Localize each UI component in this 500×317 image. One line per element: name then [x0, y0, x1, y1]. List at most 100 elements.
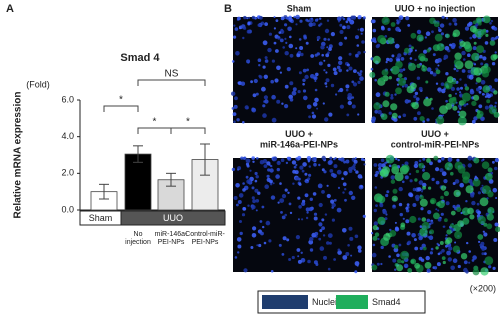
micrograph-nucleus	[301, 201, 306, 206]
micrograph-nucleus	[371, 19, 376, 24]
micrograph-nucleus	[480, 116, 485, 122]
legend-label: Smad4	[372, 297, 401, 307]
micrograph-nucleus	[252, 226, 257, 231]
micrograph-signal	[369, 71, 376, 78]
micrograph-nucleus	[292, 169, 296, 174]
micrograph-nucleus	[296, 53, 301, 58]
micrograph-nucleus	[295, 23, 298, 26]
micrograph-nucleus	[430, 221, 434, 225]
micrograph-nucleus	[402, 68, 406, 71]
micrograph-signal	[460, 253, 468, 260]
micrograph-nucleus	[314, 97, 319, 103]
micrograph-nucleus	[419, 225, 423, 228]
micrograph-nucleus	[390, 96, 394, 100]
micrograph-nucleus	[237, 168, 240, 171]
micrograph-nucleus	[336, 16, 342, 22]
micrograph-nucleus	[395, 26, 400, 32]
micrograph-signal	[477, 215, 486, 225]
micrograph-nucleus	[303, 95, 308, 101]
micrograph-nucleus	[404, 265, 407, 268]
micrograph-nucleus	[305, 207, 310, 212]
micrograph-nucleus	[325, 78, 330, 83]
micrograph-nucleus	[388, 57, 393, 63]
micrograph-nucleus	[467, 53, 471, 57]
micrograph-nucleus	[244, 105, 249, 110]
micrograph-nucleus	[341, 177, 344, 180]
micrograph-nucleus	[360, 185, 363, 188]
micrograph-nucleus	[297, 196, 301, 200]
micrograph-nucleus	[455, 69, 459, 72]
micrograph-nucleus	[396, 21, 400, 25]
micrograph-nucleus	[445, 99, 448, 103]
micrograph-nucleus	[405, 16, 410, 21]
micrograph-nucleus	[394, 227, 400, 232]
micrograph-nucleus	[284, 188, 288, 192]
micrograph-nucleus	[354, 157, 357, 159]
micrograph-nucleus	[298, 205, 302, 209]
micrograph-signal	[493, 90, 498, 95]
micrograph-nucleus	[278, 243, 282, 247]
micrograph-signal	[472, 268, 480, 276]
micrograph-nucleus	[352, 15, 357, 20]
micrograph-signal	[444, 218, 448, 223]
micrograph-nucleus	[415, 97, 420, 101]
micrograph-nucleus	[375, 204, 378, 208]
micrograph-signal	[487, 207, 495, 214]
micrograph-nucleus	[377, 237, 380, 241]
micrograph-nucleus	[375, 170, 380, 175]
micrograph-nucleus	[494, 51, 497, 54]
micrograph-signal	[410, 46, 414, 50]
micrograph-nucleus	[470, 193, 475, 198]
micrograph-signal	[397, 73, 403, 78]
micrograph-nucleus	[372, 243, 376, 247]
micrograph-nucleus	[341, 16, 344, 19]
micrograph-nucleus	[263, 95, 268, 100]
micrograph-nucleus	[439, 23, 445, 28]
micrograph-title: UUO + no injection	[395, 3, 476, 13]
micrograph-nucleus	[262, 104, 266, 108]
micrograph-nucleus	[451, 42, 456, 48]
micrograph-signal	[404, 47, 410, 54]
micrograph-nucleus	[327, 51, 330, 54]
micrograph-nucleus	[321, 190, 325, 194]
micrograph-nucleus	[276, 167, 280, 172]
micrograph-nucleus	[426, 67, 432, 72]
micrograph-nucleus	[324, 213, 328, 216]
micrograph-nucleus	[256, 244, 259, 247]
micrograph-nucleus	[264, 59, 269, 63]
micrograph-signal	[376, 196, 382, 202]
micrograph-nucleus	[405, 219, 410, 224]
micrograph-nucleus	[422, 157, 426, 161]
micrograph-nucleus	[307, 160, 310, 163]
micrograph-nucleus	[414, 91, 419, 96]
micrograph-nucleus	[402, 217, 405, 220]
micrograph-nucleus	[306, 68, 309, 72]
micrograph-nucleus	[457, 264, 461, 269]
micrograph-nucleus	[338, 41, 343, 47]
y-axis-title: Relative mRNA expression	[13, 92, 24, 219]
micrograph-nucleus	[279, 71, 282, 74]
micrograph-nucleus	[326, 241, 330, 245]
micrograph-nucleus	[350, 254, 353, 257]
micrograph-nucleus	[234, 27, 239, 31]
micrograph-nucleus	[467, 69, 472, 74]
micrograph-nucleus	[348, 169, 353, 174]
micrograph-nucleus	[273, 27, 276, 30]
micrograph-nucleus	[416, 29, 422, 35]
micrograph-nucleus	[280, 211, 283, 214]
micrograph-nucleus	[484, 105, 489, 110]
micrograph-signal	[394, 172, 404, 182]
micrograph-nucleus	[233, 120, 236, 123]
micrograph-nucleus	[302, 89, 307, 93]
micrograph-nucleus	[327, 38, 331, 41]
micrograph-nucleus	[409, 57, 413, 60]
micrograph-nucleus	[281, 194, 287, 199]
micrograph-nucleus	[477, 191, 481, 195]
micrograph-nucleus	[362, 214, 366, 218]
micrograph-nucleus	[494, 222, 499, 227]
micrograph-nucleus	[272, 182, 275, 185]
micrograph-signal	[473, 94, 480, 101]
micrograph-nucleus	[413, 94, 417, 99]
micrograph-nucleus	[363, 50, 366, 54]
micrograph-signal	[424, 261, 432, 269]
